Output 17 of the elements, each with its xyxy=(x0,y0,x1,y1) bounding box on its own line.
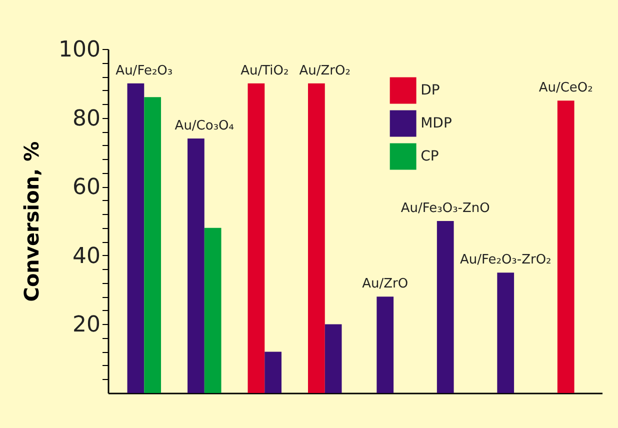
y-tick-label: 60 xyxy=(72,175,100,200)
x-tick-label: Au/Fe₂O₃-ZrO₂ xyxy=(460,252,552,268)
x-tick-label: Au/Fe₂O₃ xyxy=(116,63,173,78)
legend-label: CP xyxy=(420,148,439,164)
y-axis-title: Conversion, % xyxy=(20,141,44,302)
x-tick-label: Au/Fe₃O₃-ZnO xyxy=(400,201,490,216)
legend-label: DP xyxy=(420,82,440,98)
x-tick-label: Au/Co₃O₄ xyxy=(174,118,234,134)
y-tick-label: 40 xyxy=(72,244,100,269)
x-tick-label: Au/ZrO₂ xyxy=(299,63,350,78)
x-tick-label: Au/TiO₂ xyxy=(240,63,289,78)
y-tick-label: 20 xyxy=(72,312,100,338)
y-tick-label: 100 xyxy=(58,38,100,62)
y-tick-label: 80 xyxy=(72,106,100,132)
x-tick-label: Au/CeO₂ xyxy=(538,80,593,96)
legend-label: MDP xyxy=(420,116,452,132)
x-tick-label: Au/ZrO xyxy=(362,276,408,292)
